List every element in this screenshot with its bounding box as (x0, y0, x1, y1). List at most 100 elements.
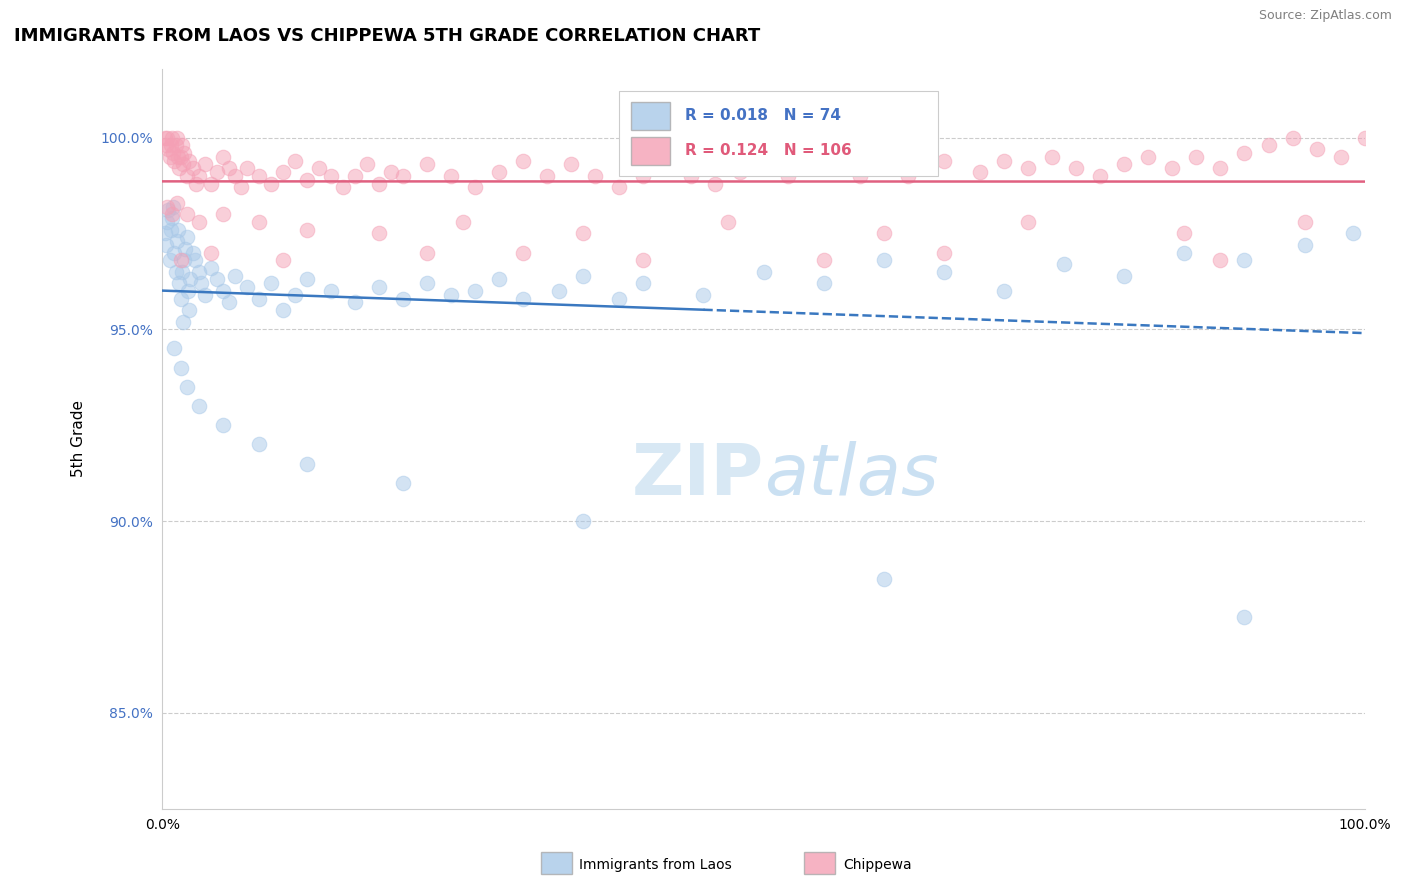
Point (187, 169, 209, 183)
Point (752, 153, 775, 168)
Point (159, 150, 181, 164)
Point (170, 138, 193, 153)
Point (211, 150, 233, 164)
Point (271, 253, 294, 268)
Point (776, 169, 799, 183)
Point (308, 161, 330, 176)
Point (1233, 253, 1256, 268)
Point (193, 157, 215, 171)
Point (607, 292, 630, 306)
Point (1305, 142, 1327, 156)
Point (536, 169, 558, 183)
Point (167, 150, 190, 164)
Point (295, 272, 318, 286)
Point (343, 295, 366, 310)
Text: IMMIGRANTS FROM LAOS VS CHIPPEWA 5TH GRADE CORRELATION CHART: IMMIGRANTS FROM LAOS VS CHIPPEWA 5TH GRA… (14, 27, 761, 45)
Point (560, 157, 582, 171)
Point (166, 130, 188, 145)
Point (167, 222, 190, 236)
Point (1114, 157, 1136, 171)
Point (224, 268, 246, 283)
Point (186, 177, 208, 191)
Point (200, 260, 222, 275)
Point (169, 277, 191, 291)
Point (247, 437, 270, 451)
Point (440, 169, 463, 183)
Point (169, 150, 191, 164)
Point (156, 215, 179, 229)
Point (392, 475, 415, 490)
Point (153, 227, 176, 241)
Point (211, 418, 233, 433)
Point (932, 265, 955, 279)
Point (271, 303, 294, 318)
Text: Source: ZipAtlas.com: Source: ZipAtlas.com (1258, 9, 1392, 22)
Point (548, 284, 571, 298)
Point (813, 253, 835, 268)
Point (160, 211, 183, 225)
Point (165, 265, 187, 279)
Point (356, 157, 378, 171)
Point (380, 165, 402, 179)
Point (271, 165, 294, 179)
Point (343, 169, 366, 183)
Point (813, 157, 835, 171)
Point (193, 287, 215, 301)
Point (512, 153, 534, 168)
Point (211, 207, 233, 221)
Point (692, 287, 714, 301)
Point (873, 572, 896, 586)
Point (160, 130, 183, 145)
Point (247, 215, 270, 229)
Text: Immigrants from Laos: Immigrants from Laos (579, 858, 733, 872)
Point (1294, 215, 1316, 229)
Point (572, 514, 595, 528)
Point (156, 200, 179, 214)
Point (172, 157, 194, 171)
Point (235, 161, 257, 176)
Point (367, 227, 389, 241)
Point (392, 292, 415, 306)
Point (163, 245, 186, 260)
Text: ZIP: ZIP (631, 442, 763, 510)
Point (1257, 138, 1279, 153)
Point (156, 130, 179, 145)
Point (157, 142, 180, 156)
Point (200, 177, 222, 191)
Point (1161, 161, 1184, 176)
Point (229, 180, 252, 194)
Point (1017, 161, 1039, 176)
Point (969, 165, 991, 179)
Point (173, 253, 195, 268)
Point (190, 277, 212, 291)
Point (873, 227, 896, 241)
Point (319, 169, 342, 183)
Point (488, 272, 510, 286)
FancyBboxPatch shape (619, 91, 938, 176)
Point (295, 457, 318, 471)
Point (1209, 161, 1232, 176)
Point (416, 245, 439, 260)
FancyBboxPatch shape (631, 136, 669, 165)
Point (155, 238, 177, 252)
Point (1040, 150, 1063, 164)
Point (512, 245, 534, 260)
Point (873, 253, 896, 268)
Point (235, 280, 257, 294)
Text: R = 0.124   N = 106: R = 0.124 N = 106 (686, 144, 852, 158)
Point (728, 165, 751, 179)
Point (1233, 610, 1256, 624)
Point (284, 153, 307, 168)
Point (752, 265, 775, 279)
Point (572, 268, 595, 283)
Point (173, 145, 195, 160)
Point (451, 215, 474, 229)
Text: Chippewa: Chippewa (844, 858, 912, 872)
Point (159, 253, 181, 268)
Point (704, 177, 727, 191)
Point (332, 180, 354, 194)
Point (1185, 150, 1208, 164)
Point (177, 303, 200, 318)
Point (1341, 227, 1364, 241)
Point (181, 245, 204, 260)
